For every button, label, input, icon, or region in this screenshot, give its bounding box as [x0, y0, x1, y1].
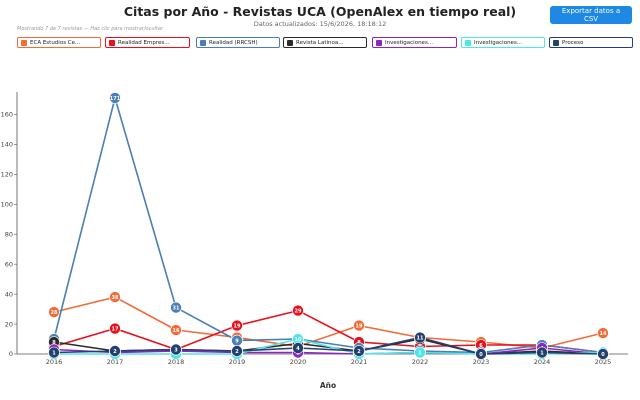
x-tick-label: 2022: [412, 358, 429, 366]
legend: ECA Estudios Ce... Realidad Empres... Real…: [17, 37, 633, 48]
y-tick-label: 40: [5, 290, 13, 298]
legend-item[interactable]: Realidad (RRCSH): [196, 37, 280, 48]
legend-item[interactable]: Revista Latinoa...: [283, 37, 367, 48]
legend-label: Realidad (RRCSH): [209, 39, 258, 46]
x-tick-label: 2020: [290, 358, 307, 366]
legend-item[interactable]: Investigaciones...: [372, 37, 457, 48]
x-tick-label: 2024: [534, 358, 551, 366]
legend-swatch: [200, 39, 206, 46]
data-point: [48, 346, 60, 359]
data-label: 17: [112, 326, 119, 332]
data-point: [536, 346, 548, 359]
data-label: 0: [601, 352, 605, 358]
data-point: [414, 346, 426, 359]
data-label: 1: [540, 350, 544, 356]
legend-swatch: [21, 39, 27, 46]
data-point: [597, 348, 609, 360]
data-label: 8: [52, 340, 56, 346]
data-label: 11: [417, 335, 424, 341]
y-tick-label: 0: [9, 350, 13, 358]
data-label: 3: [174, 347, 178, 353]
legend-label: Revista Latinoa...: [296, 39, 344, 46]
data-label: 16: [173, 328, 180, 334]
x-tick-label: 2016: [46, 358, 63, 366]
data-point: [170, 324, 182, 336]
data-label: 2: [357, 349, 361, 355]
data-point: [109, 345, 121, 357]
legend-swatch: [287, 39, 293, 46]
legend-label: Realidad Empres...: [118, 39, 170, 46]
data-point: [475, 348, 487, 360]
x-tick-label: 2025: [595, 358, 612, 366]
legend-swatch: [376, 39, 382, 46]
data-label: 10: [295, 337, 302, 343]
data-point: [414, 331, 426, 344]
legend-swatch: [109, 39, 115, 46]
legend-item[interactable]: Realidad Empres...: [105, 37, 190, 48]
data-point: [170, 301, 182, 314]
x-tick-label: 2018: [168, 358, 185, 366]
export-csv-button[interactable]: Exportar datos a CSV: [550, 6, 632, 24]
legend-label: Investigaciones...: [385, 39, 434, 46]
updated-timestamp: Datos actualizados: 15/6/2026, 18:18:12: [253, 20, 387, 28]
legend-item[interactable]: Investigaciones...: [461, 37, 545, 48]
data-label: 6: [479, 343, 483, 349]
legend-swatch: [553, 39, 559, 46]
data-point: [353, 345, 365, 357]
legend-label: Investigaciones...: [474, 39, 523, 46]
y-tick-label: 100: [1, 200, 13, 208]
data-label: 1: [52, 350, 56, 356]
data-label: 31: [173, 305, 180, 311]
x-tick-label: 2021: [351, 358, 368, 366]
data-label: 19: [356, 323, 363, 329]
data-point: [597, 327, 609, 339]
data-point: [231, 345, 243, 357]
legend-label: ECA Estudios Ce...: [30, 39, 81, 46]
series-line: [53, 347, 604, 355]
y-tick-label: 80: [5, 230, 13, 238]
data-label: 9: [235, 338, 239, 344]
x-tick-label: 2019: [229, 358, 246, 366]
data-point: [292, 342, 304, 354]
legend-swatch: [465, 39, 471, 46]
legend-item[interactable]: ECA Estudios Ce...: [17, 37, 101, 48]
y-tick-label: 160: [1, 111, 13, 119]
data-point: [109, 291, 121, 303]
series-line: [53, 97, 604, 354]
y-tick-label: 60: [5, 260, 13, 268]
data-point: [353, 319, 365, 332]
legend-hint: Mostrando 7 de 7 revistas — Haz clic par…: [17, 26, 163, 32]
data-point: [231, 319, 243, 332]
x-axis-title: Año: [320, 381, 336, 390]
data-label: 1: [418, 350, 422, 356]
data-label: 29: [295, 308, 302, 314]
data-point: [109, 92, 121, 104]
data-label: 2: [235, 349, 239, 355]
data-point: [170, 343, 182, 356]
data-point: [48, 306, 60, 318]
x-tick-label: 2023: [473, 358, 490, 366]
series-line: [53, 309, 604, 354]
series-line: [53, 336, 604, 355]
data-label: 4: [296, 346, 300, 352]
y-tick-label: 120: [1, 171, 13, 179]
series-line: [53, 296, 604, 349]
y-tick-label: 20: [5, 320, 13, 328]
y-tick-label: 140: [1, 141, 13, 149]
data-label: 2: [113, 349, 117, 355]
data-point: [292, 304, 304, 317]
data-label: 0: [479, 352, 483, 358]
data-label: 171: [110, 96, 121, 102]
data-label: 19: [234, 323, 241, 329]
data-label: 38: [112, 295, 119, 301]
legend-label: Proceso: [562, 39, 584, 46]
data-label: 28: [51, 310, 58, 316]
x-tick-label: 2017: [107, 358, 124, 366]
legend-item[interactable]: Proceso: [549, 37, 633, 48]
data-point: [109, 322, 121, 335]
data-label: 14: [600, 331, 607, 337]
chart-title: Citas por Año - Revistas UCA (OpenAlex e…: [123, 4, 517, 19]
